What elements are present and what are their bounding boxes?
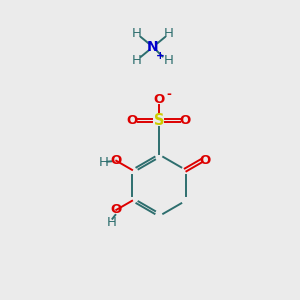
Text: O: O bbox=[153, 93, 164, 106]
Text: H: H bbox=[132, 54, 142, 67]
Text: O: O bbox=[180, 114, 191, 127]
Text: O: O bbox=[111, 203, 122, 216]
Text: S: S bbox=[154, 113, 164, 128]
Text: H: H bbox=[164, 27, 174, 40]
Text: +: + bbox=[156, 51, 165, 61]
Text: H: H bbox=[107, 216, 117, 229]
Text: H: H bbox=[164, 54, 174, 67]
Text: O: O bbox=[127, 114, 138, 127]
Text: O: O bbox=[200, 154, 211, 167]
Text: O: O bbox=[111, 154, 122, 167]
Text: N: N bbox=[147, 40, 159, 54]
Text: H: H bbox=[99, 156, 109, 169]
Text: H: H bbox=[132, 27, 142, 40]
Text: -: - bbox=[167, 88, 172, 101]
